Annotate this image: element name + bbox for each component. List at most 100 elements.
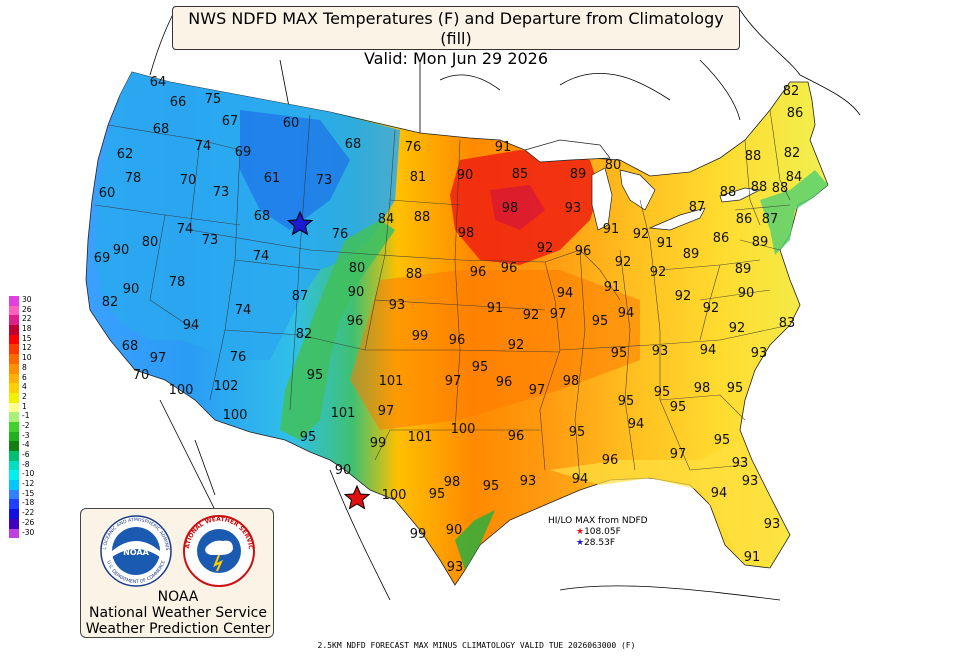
station-temp-label: 92 xyxy=(729,321,746,336)
legend-row: 12 xyxy=(9,343,43,355)
hi-star-icon: ★ xyxy=(576,527,585,537)
station-temp-label: 94 xyxy=(618,306,635,321)
station-temp-label: 73 xyxy=(202,233,219,248)
station-temp-label: 88 xyxy=(414,210,431,225)
station-temp-label: 92 xyxy=(675,289,692,304)
legend-row: 6 xyxy=(9,373,43,384)
legend-label: 8 xyxy=(22,362,27,372)
legend-swatch xyxy=(9,392,19,403)
legend-row: 4 xyxy=(9,382,43,393)
legend-row: -22 xyxy=(9,508,43,519)
station-temp-label: 101 xyxy=(379,374,404,389)
noaa-nws-logo-panel: NOAA NATIONAL OCEANIC AND ATMOSPHERIC AD… xyxy=(80,508,274,638)
legend-label: 4 xyxy=(22,382,27,392)
legend-row: -26 xyxy=(9,518,43,529)
legend-swatch xyxy=(9,441,19,451)
legend-row: 15 xyxy=(9,334,43,345)
station-temp-label: 89 xyxy=(570,167,587,182)
station-temp-label: 88 xyxy=(720,185,737,200)
legend-row: 26 xyxy=(9,305,43,316)
legend-swatch xyxy=(9,509,19,519)
station-temp-label: 80 xyxy=(142,235,159,250)
station-temp-label: 82 xyxy=(296,327,313,342)
station-temp-label: 102 xyxy=(214,379,239,394)
station-temp-label: 78 xyxy=(125,171,142,186)
station-temp-label: 93 xyxy=(389,298,406,313)
station-temp-label: 98 xyxy=(563,374,580,389)
station-temp-label: 92 xyxy=(633,227,650,242)
station-temp-label: 70 xyxy=(180,173,197,188)
station-temp-label: 75 xyxy=(205,92,222,107)
hilo-hi-row: ★108.05F xyxy=(548,527,648,538)
station-temp-label: 76 xyxy=(405,140,422,155)
legend-swatch xyxy=(9,354,19,364)
legend-row: -15 xyxy=(9,489,43,500)
legend-row: -3 xyxy=(9,431,43,442)
station-temp-label: 88 xyxy=(745,149,762,164)
legend-swatch xyxy=(9,528,19,539)
legend-row: 2 xyxy=(9,392,43,403)
station-temp-label: 96 xyxy=(470,265,487,280)
legend-swatch xyxy=(9,460,19,471)
station-temp-label: 62 xyxy=(117,147,134,162)
station-temp-label: 97 xyxy=(378,404,395,419)
station-temp-label: 64 xyxy=(150,75,167,90)
legend-row: -30 xyxy=(9,527,43,539)
legend-label: -8 xyxy=(22,459,30,469)
station-temp-label: 81 xyxy=(410,170,427,185)
station-temp-label: 90 xyxy=(457,168,474,183)
station-temp-label: 97 xyxy=(670,447,687,462)
station-temp-label: 89 xyxy=(752,235,769,250)
station-temp-label: 90 xyxy=(348,285,365,300)
station-temp-label: 94 xyxy=(557,286,574,301)
lo-max-star-marker xyxy=(286,210,314,236)
legend-label: -30 xyxy=(22,527,35,537)
station-temp-label: 95 xyxy=(592,314,609,329)
svg-text:NOAA: NOAA xyxy=(123,548,149,557)
station-temp-label: 85 xyxy=(512,167,529,182)
legend-swatch xyxy=(9,315,19,326)
station-temp-label: 95 xyxy=(300,430,317,445)
legend-row: -8 xyxy=(9,459,43,471)
station-temp-label: 84 xyxy=(378,212,395,227)
station-temp-label: 74 xyxy=(195,139,212,154)
station-temp-label: 87 xyxy=(292,289,309,304)
station-temp-label: 82 xyxy=(784,146,801,161)
logo-noaa-label: NOAA xyxy=(157,589,199,605)
station-temp-label: 95 xyxy=(670,400,687,415)
station-temp-label: 80 xyxy=(605,158,622,173)
logo-emblems: NOAA NATIONAL OCEANIC AND ATMOSPHERIC AD… xyxy=(81,511,255,587)
station-temp-label: 60 xyxy=(99,186,116,201)
legend-label: 18 xyxy=(22,324,32,334)
station-temp-label: 90 xyxy=(335,463,352,478)
station-temp-label: 74 xyxy=(253,249,270,264)
hot-core-fill xyxy=(490,185,545,230)
station-temp-label: 94 xyxy=(572,472,589,487)
station-temp-label: 91 xyxy=(487,301,504,316)
station-temp-label: 94 xyxy=(183,318,200,333)
neighbor-country-outlines xyxy=(149,9,861,601)
station-temp-label: 73 xyxy=(213,185,230,200)
hilo-hi-value: 108.05F xyxy=(584,527,621,537)
station-temp-label: 92 xyxy=(537,241,554,256)
state-boundaries xyxy=(94,109,791,481)
noaa-logo: NOAA NATIONAL OCEANIC AND ATMOSPHERIC AD… xyxy=(81,511,172,587)
station-temp-label: 94 xyxy=(700,343,717,358)
station-temp-label: 95 xyxy=(618,394,635,409)
legend-swatch xyxy=(9,499,19,510)
legend-row: -12 xyxy=(9,479,43,490)
station-temp-label: 95 xyxy=(611,346,628,361)
station-temp-label: 94 xyxy=(628,417,645,432)
legend-row: -6 xyxy=(9,450,43,461)
station-temp-label: 93 xyxy=(742,474,759,489)
station-temp-label: 86 xyxy=(787,106,804,121)
hilo-lo-value: 28.53F xyxy=(584,538,616,548)
legend-swatch xyxy=(9,383,19,393)
station-temp-label: 95 xyxy=(429,487,446,502)
legend-swatch xyxy=(9,451,19,461)
legend-label: 1 xyxy=(22,401,27,411)
station-temp-label: 98 xyxy=(444,475,461,490)
legend-swatch xyxy=(9,412,19,422)
station-temp-label: 74 xyxy=(235,303,252,318)
